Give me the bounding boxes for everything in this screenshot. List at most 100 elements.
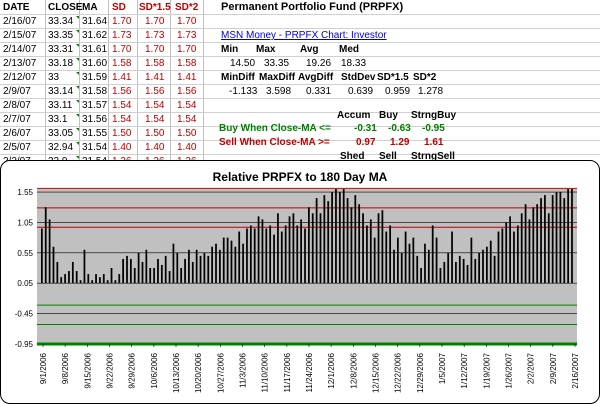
cell-ma[interactable]: 31.60 <box>82 58 108 69</box>
data-bar <box>246 228 248 284</box>
cell-sd2[interactable]: 1.58 <box>177 58 197 69</box>
x-tick-label: 9/22/2006 <box>106 352 115 388</box>
cell-sd2[interactable]: 1.70 <box>177 44 197 55</box>
cell-date[interactable]: 2/5/07 <box>3 142 31 153</box>
cell-sd[interactable]: 1.40 <box>112 142 132 153</box>
cell-date[interactable]: 2/6/07 <box>3 128 31 139</box>
cell-sd15[interactable]: 1.54 <box>145 114 165 125</box>
data-bar <box>253 228 256 284</box>
header-date[interactable]: DATE <box>3 2 30 13</box>
cell-ma[interactable]: 31.59 <box>82 72 108 83</box>
grid-line <box>0 56 600 57</box>
cell-sd15[interactable]: 1.41 <box>145 72 165 83</box>
stat-value-min: 14.50 <box>230 58 256 69</box>
cell-sd[interactable]: 1.54 <box>112 100 132 111</box>
cell-date[interactable]: 2/7/07 <box>3 114 31 125</box>
cell-sd15[interactable]: 1.58 <box>145 58 165 69</box>
header-sd15[interactable]: SD*1.5 <box>139 2 171 13</box>
header-sd2[interactable]: SD*2 <box>175 2 199 13</box>
cell-close[interactable]: 33.31 <box>48 44 74 55</box>
cell-sd2[interactable]: 1.40 <box>177 142 197 153</box>
data-bar <box>474 258 477 284</box>
cell-date[interactable]: 2/13/07 <box>3 58 37 69</box>
grid-line <box>0 98 600 99</box>
cell-sd[interactable]: 1.50 <box>112 128 132 139</box>
data-bar <box>397 237 399 284</box>
cell-ma[interactable]: 31.58 <box>82 86 108 97</box>
cell-sd15[interactable]: 1.70 <box>145 16 165 27</box>
cell-sd15[interactable]: 1.73 <box>145 30 165 41</box>
cell-sd[interactable]: 1.58 <box>112 58 132 69</box>
data-bar <box>389 225 392 284</box>
cell-sd[interactable]: 1.54 <box>112 114 132 125</box>
data-bar <box>52 246 55 284</box>
cell-sd15[interactable]: 1.54 <box>145 100 165 111</box>
cell-close[interactable]: 33.18 <box>48 58 74 69</box>
data-bar <box>149 268 152 284</box>
cell-date[interactable]: 2/12/07 <box>3 72 37 83</box>
cell-sd[interactable]: 1.70 <box>112 44 132 55</box>
header-sd[interactable]: SD <box>112 2 126 13</box>
cell-sd2[interactable]: 1.70 <box>177 16 197 27</box>
data-bar <box>482 249 484 284</box>
cell-sd2[interactable]: 1.54 <box>177 100 197 111</box>
cell-close[interactable]: 33 <box>48 72 60 83</box>
cell-sd2[interactable]: 1.41 <box>177 72 197 83</box>
cell-ma[interactable]: 31.55 <box>82 128 108 139</box>
x-tick-label: 11/3/2006 <box>239 352 248 388</box>
cell-sd[interactable]: 1.73 <box>112 30 132 41</box>
data-bar <box>56 261 59 284</box>
cell-close[interactable]: 33.14 <box>48 86 74 97</box>
data-bar <box>130 258 132 284</box>
cell-sd2[interactable]: 1.50 <box>177 128 197 139</box>
cell-sd[interactable]: 1.70 <box>112 16 132 27</box>
cell-date[interactable]: 2/9/07 <box>3 86 31 97</box>
cell-close[interactable]: 33.1 <box>48 114 68 125</box>
cell-date[interactable]: 2/14/07 <box>3 44 37 55</box>
cell-ma[interactable]: 31.56 <box>82 114 108 125</box>
y-tick-label: -0.95 <box>15 340 34 349</box>
cell-sd15[interactable]: 1.50 <box>145 128 165 139</box>
cell-close[interactable]: 32.94 <box>48 142 74 153</box>
grid-line <box>0 112 600 113</box>
grid-line <box>137 0 138 160</box>
cell-sd2[interactable]: 1.56 <box>177 86 197 97</box>
cell-close[interactable]: 33.35 <box>48 30 74 41</box>
data-bar <box>408 243 411 284</box>
cell-sd2[interactable]: 1.73 <box>177 30 197 41</box>
data-bar <box>114 280 117 284</box>
cell-ma[interactable]: 31.62 <box>82 30 108 41</box>
cell-date[interactable]: 2/16/07 <box>3 16 37 27</box>
sell-value-shed: 0.97 <box>356 137 376 148</box>
cell-sd15[interactable]: 1.70 <box>145 44 165 55</box>
data-bar <box>106 280 109 284</box>
cell-ma[interactable]: 31.54 <box>82 142 108 153</box>
header-ma[interactable]: MA <box>82 2 98 13</box>
fund-chart-link[interactable]: MSN Money - PRPFX Chart: Investor <box>221 30 387 41</box>
cell-close[interactable]: 33.34 <box>48 16 74 27</box>
grid-line <box>0 154 600 155</box>
cell-ma[interactable]: 31.57 <box>82 100 108 111</box>
buy-value-buy: -0.63 <box>388 123 411 134</box>
comment-indicator-icon <box>76 114 79 117</box>
cell-date[interactable]: 2/8/07 <box>3 100 31 111</box>
data-bar <box>292 213 295 284</box>
comment-indicator-icon <box>76 142 79 145</box>
comment-indicator-icon <box>76 100 79 103</box>
cell-sd[interactable]: 1.41 <box>112 72 132 83</box>
cell-date[interactable]: 2/15/07 <box>3 30 37 41</box>
cell-sd[interactable]: 1.56 <box>112 86 132 97</box>
x-tick-label: 10/6/2006 <box>150 352 159 388</box>
cell-ma[interactable]: 31.64 <box>82 16 108 27</box>
cell-close[interactable]: 33.11 <box>48 100 73 111</box>
cell-sd15[interactable]: 1.56 <box>145 86 165 97</box>
data-bar <box>385 231 388 284</box>
cell-ma[interactable]: 31.61 <box>82 44 108 55</box>
cell-sd15[interactable]: 1.40 <box>145 142 165 153</box>
data-bar <box>188 249 190 284</box>
cell-sd2[interactable]: 1.54 <box>177 114 197 125</box>
cell-close[interactable]: 33.05 <box>48 128 74 139</box>
chart-area[interactable]: Relative PRPFX to 180 Day MA 1.55 1.05 0.5… <box>0 160 600 404</box>
header-close[interactable]: CLOSE <box>48 2 83 13</box>
grid-line <box>108 0 109 160</box>
